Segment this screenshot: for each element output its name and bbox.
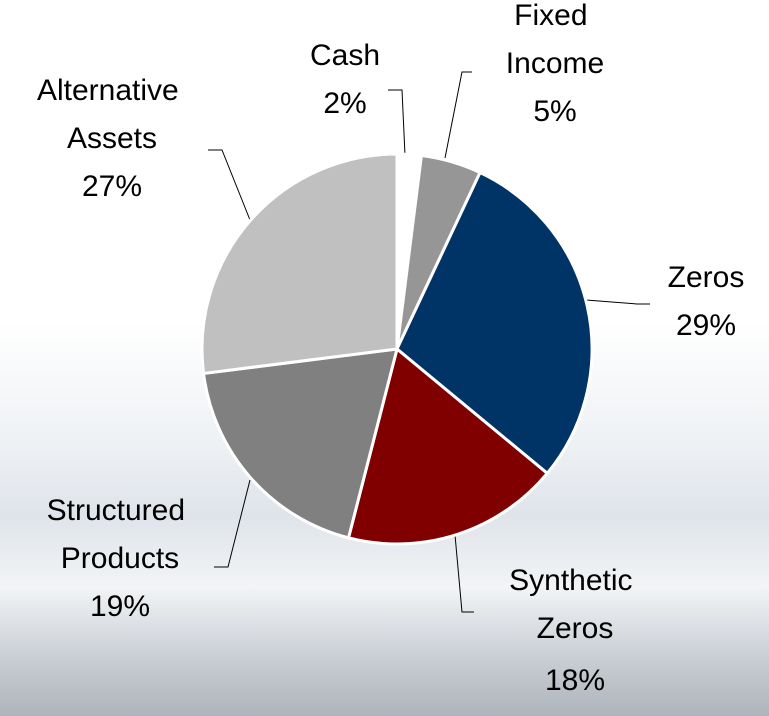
category-label: Zeros xyxy=(668,261,745,294)
category-label: Synthetic Zeros xyxy=(509,564,641,645)
percent-label: 29% xyxy=(676,309,736,342)
category-label: Fixed Income xyxy=(506,0,604,80)
percent-label: 27% xyxy=(82,170,142,203)
percent-label: 18% xyxy=(545,664,605,697)
category-label: Cash xyxy=(310,39,380,72)
leader-line xyxy=(214,480,250,567)
leader-line xyxy=(445,72,472,158)
percent-label: 19% xyxy=(90,590,150,623)
category-label: Structured Products xyxy=(47,494,194,575)
leader-line xyxy=(586,300,650,304)
percent-label: 5% xyxy=(533,95,576,128)
leader-line xyxy=(388,90,405,155)
background: Cash 2% Fixed Income 5% Zeros 29% Synthetic Ze… xyxy=(0,0,769,716)
leader-line xyxy=(208,150,250,220)
chart: Cash 2% Fixed Income 5% Zeros 29% Synthetic Ze… xyxy=(0,0,769,716)
pie-slice xyxy=(202,154,397,373)
category-label: Alternative Assets xyxy=(37,74,187,155)
leader-line xyxy=(455,535,474,612)
percent-label: 2% xyxy=(323,87,366,120)
